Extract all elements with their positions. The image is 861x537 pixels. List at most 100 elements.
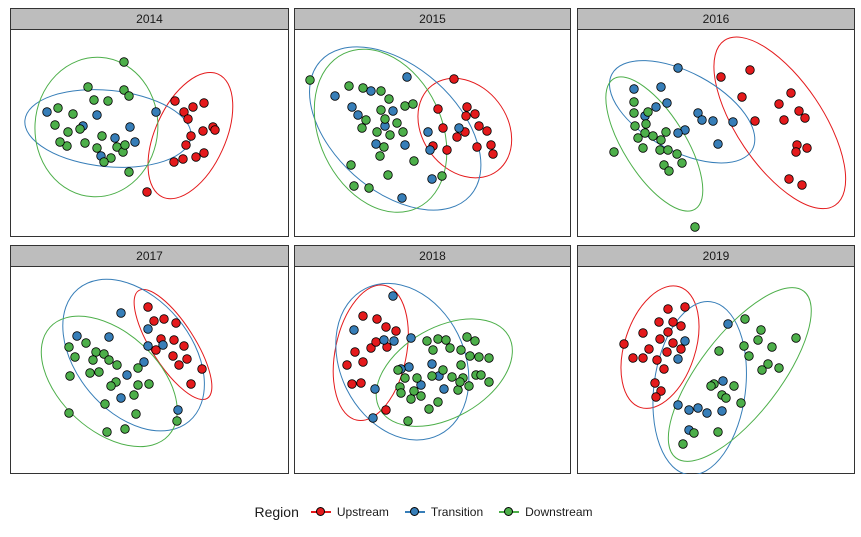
- point-downstream: [357, 123, 367, 133]
- point-downstream: [656, 135, 666, 145]
- point-downstream: [104, 355, 114, 365]
- point-transition: [723, 319, 733, 329]
- point-downstream: [424, 404, 434, 414]
- ellipse-downstream: [313, 48, 448, 213]
- ellipse-transition: [309, 46, 482, 211]
- point-downstream: [94, 367, 104, 377]
- point-downstream: [50, 120, 60, 130]
- point-downstream: [97, 131, 107, 141]
- point-downstream: [422, 336, 432, 346]
- point-upstream: [350, 347, 360, 357]
- point-upstream: [151, 345, 161, 355]
- point-upstream: [482, 126, 492, 136]
- point-downstream: [400, 373, 410, 383]
- point-transition: [330, 91, 340, 101]
- point-downstream: [88, 355, 98, 365]
- point-upstream: [449, 74, 459, 84]
- point-upstream: [142, 187, 152, 197]
- facet-panel-2014: 2014: [10, 8, 289, 237]
- point-downstream: [376, 86, 386, 96]
- point-downstream: [484, 377, 494, 387]
- point-upstream: [486, 140, 496, 150]
- point-downstream: [383, 170, 393, 180]
- ellipse-upstream: [332, 284, 409, 422]
- point-transition: [143, 324, 153, 334]
- facet-panel-2016: 2016: [577, 8, 855, 237]
- point-downstream: [106, 381, 116, 391]
- point-downstream: [739, 341, 749, 351]
- point-downstream: [412, 373, 422, 383]
- point-upstream: [168, 351, 178, 361]
- point-downstream: [85, 368, 95, 378]
- point-downstream: [133, 380, 143, 390]
- point-transition: [629, 84, 639, 94]
- point-downstream: [633, 133, 643, 143]
- point-downstream: [81, 338, 91, 348]
- point-downstream: [64, 342, 74, 352]
- point-downstream: [144, 379, 154, 389]
- point-downstream: [129, 390, 139, 400]
- point-downstream: [474, 352, 484, 362]
- scatter-plot-2017: [40, 278, 213, 448]
- point-downstream: [91, 347, 101, 357]
- point-downstream: [476, 370, 486, 380]
- point-downstream: [124, 167, 134, 177]
- point-upstream: [171, 318, 181, 328]
- point-upstream: [199, 148, 209, 158]
- point-upstream: [650, 378, 660, 388]
- point-upstream: [797, 180, 807, 190]
- point-downstream: [464, 381, 474, 391]
- point-downstream: [406, 394, 416, 404]
- point-downstream: [408, 99, 418, 109]
- point-transition: [173, 405, 183, 415]
- facet-strip-title: 2014: [10, 8, 289, 30]
- point-transition: [347, 102, 357, 112]
- point-transition: [423, 127, 433, 137]
- point-upstream: [170, 96, 180, 106]
- point-transition: [416, 380, 426, 390]
- scatter-plot-2014: [24, 56, 234, 200]
- legend-item-downstream: Downstream: [497, 504, 593, 520]
- facet-strip-title: 2019: [577, 245, 855, 267]
- point-upstream: [462, 102, 472, 112]
- point-downstream: [740, 314, 750, 324]
- point-downstream: [655, 145, 665, 155]
- point-downstream: [403, 416, 413, 426]
- facet-panel-2018: 2018: [294, 245, 571, 474]
- ellipse-upstream: [713, 36, 847, 210]
- point-downstream: [380, 114, 390, 124]
- point-downstream: [721, 393, 731, 403]
- point-transition: [389, 336, 399, 346]
- point-transition: [708, 116, 718, 126]
- point-upstream: [651, 392, 661, 402]
- point-upstream: [659, 364, 669, 374]
- legend-key-dot: [504, 507, 514, 516]
- point-downstream: [630, 121, 640, 131]
- point-upstream: [668, 317, 678, 327]
- point-upstream: [358, 311, 368, 321]
- point-upstream: [438, 123, 448, 133]
- point-downstream: [641, 119, 651, 129]
- point-upstream: [663, 304, 673, 314]
- scatter-plot-2015: [305, 46, 513, 213]
- point-transition: [116, 308, 126, 318]
- point-transition: [125, 122, 135, 132]
- point-transition: [439, 384, 449, 394]
- point-downstream: [713, 427, 723, 437]
- point-downstream: [100, 399, 110, 409]
- point-downstream: [400, 101, 410, 111]
- legend-item-transition: Transition: [403, 504, 483, 520]
- legend-key-dot: [409, 507, 419, 516]
- point-downstream: [427, 371, 437, 381]
- point-upstream: [181, 140, 191, 150]
- point-upstream: [186, 379, 196, 389]
- point-transition: [454, 123, 464, 133]
- facet-panel-2019: 2019: [577, 245, 855, 474]
- point-transition: [673, 354, 683, 364]
- point-downstream: [663, 145, 673, 155]
- point-downstream: [305, 75, 315, 85]
- ellipse-transition: [609, 60, 756, 164]
- point-upstream: [461, 111, 471, 121]
- point-downstream: [470, 336, 480, 346]
- point-upstream: [800, 113, 810, 123]
